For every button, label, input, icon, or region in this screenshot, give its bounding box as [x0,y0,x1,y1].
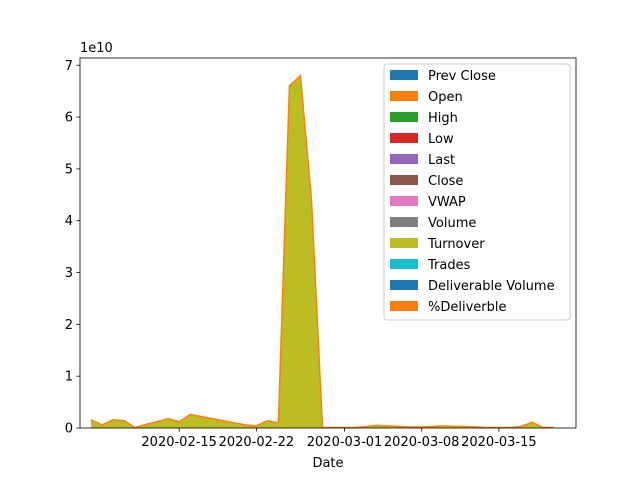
legend-label: Trades [427,258,471,273]
legend-label: Prev Close [428,69,496,84]
y-tick-label: 1 [65,370,73,385]
y-axis: 0 1 2 3 4 5 6 7 [65,59,80,437]
legend-label: High [428,111,458,126]
legend-swatch [390,259,418,269]
legend-swatch [390,301,418,311]
x-tick-label: 2020-03-15 [461,435,537,450]
legend-label: VWAP [428,195,466,210]
legend-label: Close [428,174,463,189]
legend: Prev Close Open High Low Last Close VWAP Volume… [383,63,571,321]
legend-label: %Deliverble [428,300,506,315]
legend-swatch [390,280,418,290]
legend-label: Low [428,132,454,147]
y-tick-label: 4 [65,214,73,229]
legend-swatch [390,238,418,248]
y-offset-label: 1e10 [80,41,113,56]
y-tick-label: 0 [65,422,73,437]
x-tick-label: 2020-02-22 [219,435,295,450]
x-axis-label: Date [312,456,343,471]
legend-swatch [390,91,418,101]
y-tick-label: 6 [65,111,73,126]
legend-box [383,63,571,321]
x-axis: 2020-02-15 2020-02-22 2020-03-01 2020-03-08… [141,428,537,450]
legend-swatch [390,196,418,206]
y-tick-label: 5 [65,162,73,177]
legend-label: Turnover [427,237,485,252]
y-tick-label: 2 [65,318,73,333]
x-tick-label: 2020-03-08 [384,435,460,450]
legend-swatch [390,112,418,122]
legend-swatch [390,154,418,164]
legend-label: Deliverable Volume [428,279,555,294]
legend-swatch [390,133,418,143]
legend-swatch [390,175,418,185]
legend-swatch [390,217,418,227]
y-tick-label: 7 [65,59,73,74]
plot-area [90,74,554,429]
legend-label: Last [428,153,455,168]
axes-frame [79,57,577,429]
top-series-line [90,74,554,429]
legend-label: Volume [428,216,476,231]
x-tick-label: 2020-03-01 [307,435,383,450]
y-tick-label: 3 [65,266,73,281]
x-tick-label: 2020-02-15 [141,435,217,450]
legend-label: Open [428,90,463,105]
legend-swatch [390,70,418,80]
